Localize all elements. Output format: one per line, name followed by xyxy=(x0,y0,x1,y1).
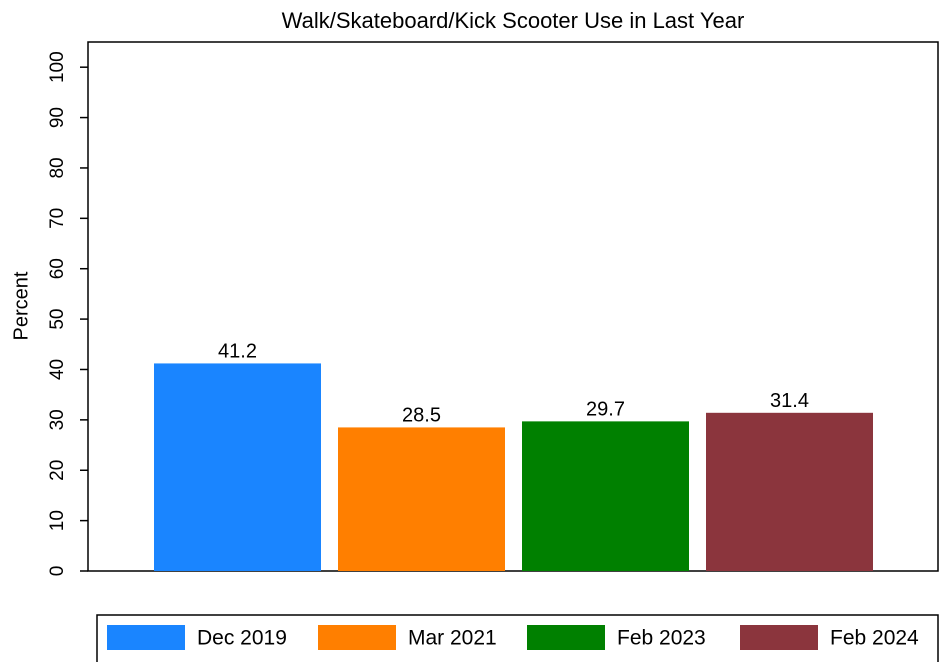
legend-swatch xyxy=(107,625,185,650)
bar xyxy=(522,421,689,571)
y-axis-label: Percent xyxy=(10,271,32,340)
legend-label: Feb 2023 xyxy=(617,627,706,650)
legend-label: Mar 2021 xyxy=(408,627,497,650)
legend-label: Feb 2024 xyxy=(830,627,919,650)
y-tick-label: 50 xyxy=(47,309,68,330)
legend-label: Dec 2019 xyxy=(197,627,287,650)
bar xyxy=(706,412,873,571)
y-tick-label: 70 xyxy=(47,208,68,229)
legend-swatch xyxy=(740,625,818,650)
value-label: 29.7 xyxy=(586,399,625,421)
chart-title: Walk/Skateboard/Kick Scooter Use in Last… xyxy=(282,8,745,33)
y-tick-label: 80 xyxy=(47,157,68,178)
y-tick-label: 30 xyxy=(47,409,68,430)
plot-frame xyxy=(87,41,939,572)
y-tick-label: 40 xyxy=(47,359,68,380)
y-tick-label: 10 xyxy=(47,510,68,531)
legend-swatch xyxy=(527,625,605,650)
value-label: 41.2 xyxy=(218,341,257,363)
bar xyxy=(338,427,505,571)
y-tick-label: 0 xyxy=(47,566,68,577)
y-tick-label: 90 xyxy=(47,107,68,128)
value-label: 28.5 xyxy=(402,405,441,427)
value-label: 31.4 xyxy=(770,390,809,412)
legend-swatch xyxy=(318,625,396,650)
y-tick-label: 20 xyxy=(47,460,68,481)
y-tick-label: 60 xyxy=(47,258,68,279)
bar xyxy=(154,363,321,571)
legend-box xyxy=(96,614,939,662)
y-tick-label: 100 xyxy=(47,51,68,83)
